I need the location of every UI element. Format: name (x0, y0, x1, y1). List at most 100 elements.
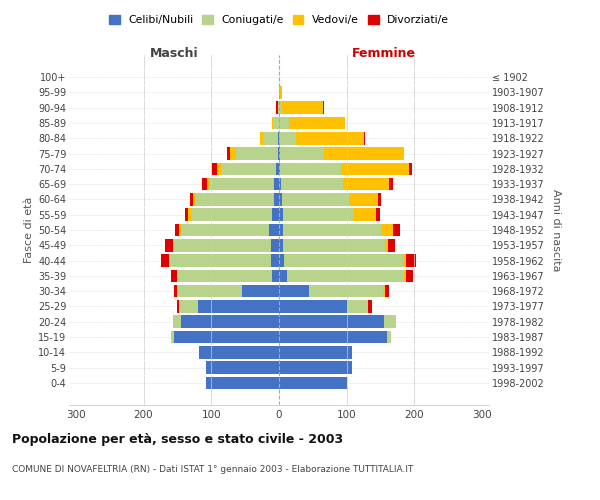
Bar (279, 239, 283, 252)
Bar (271, 239, 279, 252)
Bar (354, 208, 376, 221)
Bar (169, 254, 271, 267)
Bar (388, 239, 395, 252)
Bar (280, 162, 341, 175)
Bar (221, 162, 276, 175)
Bar (349, 193, 378, 205)
Bar (283, 239, 385, 252)
Bar (199, 346, 279, 358)
Bar (385, 285, 389, 298)
Bar (280, 148, 324, 160)
Bar (173, 316, 181, 328)
Bar (210, 178, 274, 190)
Bar (279, 178, 281, 190)
Bar (278, 102, 279, 114)
Bar (296, 132, 364, 144)
Bar (190, 193, 193, 205)
Bar (394, 224, 400, 236)
Bar (279, 346, 352, 358)
Bar (178, 285, 242, 298)
Text: COMUNE DI NOVAFELTRIA (RN) - Dati ISTAT 1° gennaio 2003 - Elaborazione TUTTITALI: COMUNE DI NOVAFELTRIA (RN) - Dati ISTAT … (12, 466, 413, 474)
Bar (279, 270, 287, 282)
Bar (283, 102, 323, 114)
Bar (171, 330, 174, 343)
Bar (161, 254, 169, 267)
Bar (198, 300, 279, 312)
Bar (272, 208, 279, 221)
Bar (181, 224, 269, 236)
Bar (279, 208, 283, 221)
Bar (188, 208, 191, 221)
Y-axis label: Fasce di età: Fasce di età (23, 197, 34, 263)
Bar (384, 316, 396, 328)
Bar (206, 362, 279, 374)
Bar (236, 148, 278, 160)
Bar (179, 300, 198, 312)
Bar (202, 178, 206, 190)
Bar (364, 132, 365, 144)
Bar (347, 300, 368, 312)
Bar (323, 102, 325, 114)
Bar (260, 132, 263, 144)
Bar (279, 254, 284, 267)
Bar (279, 102, 283, 114)
Bar (279, 285, 310, 298)
Bar (310, 285, 383, 298)
Bar (206, 376, 279, 389)
Bar (175, 224, 179, 236)
Bar (276, 102, 278, 114)
Bar (242, 285, 279, 298)
Bar (196, 193, 274, 205)
Bar (271, 254, 279, 267)
Bar (279, 162, 280, 175)
Legend: Celibi/Nubili, Coniugati/e, Vedovi/e, Divorziati/e: Celibi/Nubili, Coniugati/e, Vedovi/e, Di… (109, 15, 449, 25)
Bar (385, 239, 388, 252)
Bar (383, 285, 385, 298)
Bar (170, 270, 178, 282)
Bar (287, 270, 404, 282)
Bar (403, 254, 406, 267)
Bar (409, 162, 412, 175)
Bar (212, 162, 217, 175)
Bar (191, 208, 272, 221)
Bar (227, 148, 230, 160)
Bar (263, 132, 278, 144)
Bar (279, 362, 352, 374)
Bar (376, 208, 380, 221)
Text: Femmine: Femmine (352, 48, 416, 60)
Bar (276, 162, 279, 175)
Bar (274, 193, 279, 205)
Text: Popolazione per età, sesso e stato civile - 2003: Popolazione per età, sesso e stato civil… (12, 432, 343, 446)
Y-axis label: Anni di nascita: Anni di nascita (551, 188, 562, 271)
Bar (283, 224, 381, 236)
Bar (274, 178, 279, 190)
Bar (279, 148, 280, 160)
Bar (381, 224, 394, 236)
Bar (279, 300, 347, 312)
Bar (283, 208, 354, 221)
Bar (282, 193, 349, 205)
Bar (279, 376, 347, 389)
Bar (280, 86, 283, 99)
Bar (343, 178, 389, 190)
Bar (278, 132, 279, 144)
Bar (164, 239, 173, 252)
Bar (406, 254, 416, 267)
Bar (279, 193, 282, 205)
Bar (181, 316, 279, 328)
Bar (185, 208, 188, 221)
Bar (278, 148, 279, 160)
Bar (279, 330, 388, 343)
Bar (404, 270, 406, 282)
Bar (279, 86, 280, 99)
Bar (368, 300, 372, 312)
Bar (174, 330, 279, 343)
Bar (178, 300, 179, 312)
Text: Maschi: Maschi (149, 48, 199, 60)
Bar (324, 148, 404, 160)
Bar (281, 178, 343, 190)
Bar (406, 270, 413, 282)
Bar (206, 178, 210, 190)
Bar (179, 224, 181, 236)
Bar (269, 224, 279, 236)
